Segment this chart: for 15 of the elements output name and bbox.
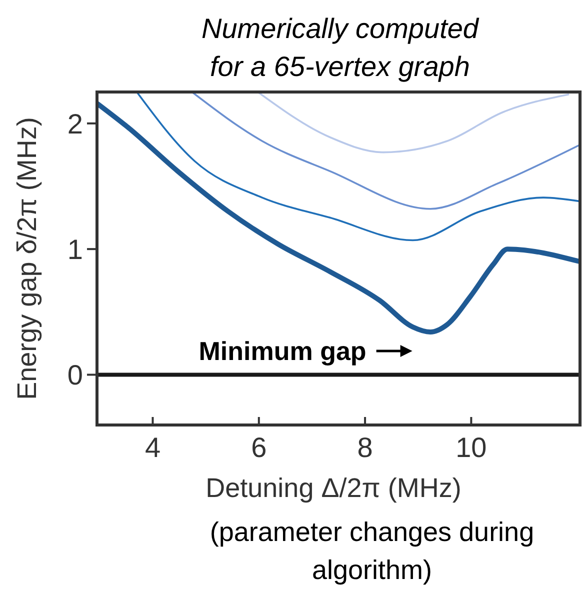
x-tick-label: 8 bbox=[357, 432, 373, 463]
y-axis-title: Energy gap δ/2π (MHz) bbox=[12, 117, 42, 400]
x-tick-label: 4 bbox=[144, 432, 161, 463]
text: (parameter changes during algorithm) bbox=[210, 517, 534, 585]
y-tick-label: 1 bbox=[67, 234, 83, 266]
line-series bbox=[191, 92, 580, 210]
y-tick-label: 0 bbox=[67, 360, 83, 391]
x-tick-label: 6 bbox=[251, 432, 267, 463]
x-axis-title: Detuning Δ/2π (MHz) bbox=[206, 473, 462, 503]
y-tick-label: 2 bbox=[67, 108, 83, 140]
chart-title: Numerically computed for a 65-vertex graph bbox=[202, 13, 480, 82]
x-tick-label: 10 bbox=[456, 432, 487, 463]
line-series bbox=[256, 92, 570, 154]
line-series bbox=[136, 92, 580, 242]
annotation: Minimum gap bbox=[198, 336, 366, 366]
